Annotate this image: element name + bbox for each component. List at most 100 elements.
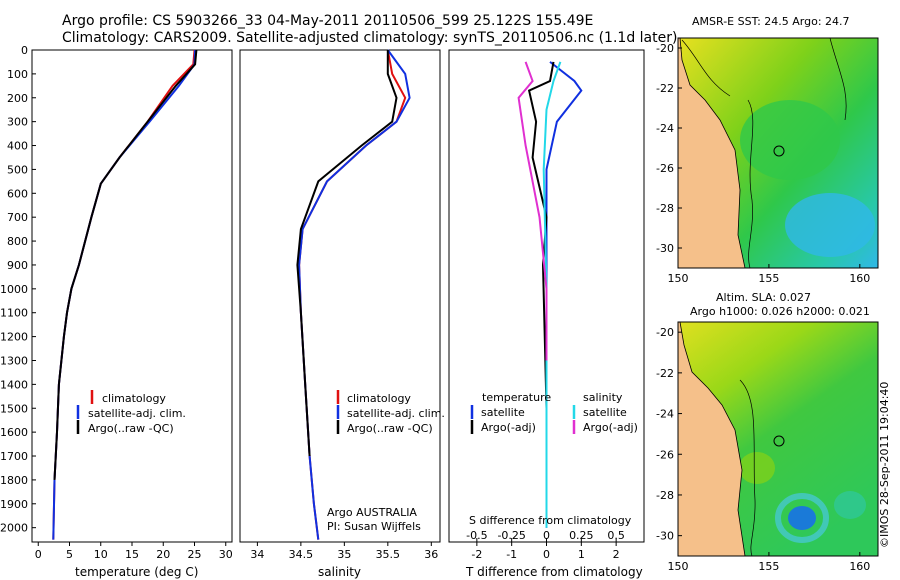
header-line-2: Climatology: CARS2009. Satellite-adjuste…	[62, 30, 677, 46]
x-tick-label: 0	[543, 548, 550, 561]
depth-tick-label: 1200	[0, 331, 28, 344]
lat-tick-label: -30	[656, 530, 674, 543]
legend-t-argo: Argo(-adj)	[481, 421, 536, 434]
series-satellite-adj-clim-	[298, 49, 411, 540]
x-tick-label: -2	[471, 548, 482, 561]
series-salinity-argo-adj-	[517, 61, 548, 361]
lat-tick-label: -24	[656, 122, 674, 135]
depth-tick-label: 2000	[0, 522, 28, 535]
x-tick-label: 5	[66, 548, 73, 561]
sla-yellow-patch	[739, 452, 775, 484]
legend-t-title: temperature	[482, 391, 551, 404]
legend-s-title: salinity	[583, 391, 623, 404]
sla-eddy-ring	[775, 493, 829, 543]
salinity-axes	[239, 49, 441, 543]
timestamp-stamp: ©IMOS 28-Sep-2011 19:04:40	[878, 381, 891, 548]
salinity-xlabel: salinity	[318, 565, 361, 579]
series-satellite-adj-clim-	[52, 49, 197, 540]
sla-bathymetry	[739, 379, 756, 556]
x-tick-label: 0	[35, 548, 42, 561]
legend-t-satellite: satellite	[481, 406, 525, 419]
sst-green-patch	[740, 100, 840, 180]
lon-tick-label: 150	[668, 560, 689, 573]
sst-float-marker	[773, 145, 785, 157]
depth-tick-label: 1800	[0, 474, 28, 487]
depth-tick-label: 800	[7, 235, 28, 248]
lat-tick-label: -24	[656, 408, 674, 421]
sla-float-marker	[773, 435, 785, 447]
lon-tick-label: 155	[758, 560, 779, 573]
temperature-axes	[31, 49, 233, 543]
difference-xlabel: T difference from climatology	[465, 565, 643, 579]
depth-tick-label: 0	[21, 44, 28, 57]
lat-tick-label: -28	[656, 489, 674, 502]
legend-climatology: climatology	[102, 392, 166, 405]
salinity-lines	[296, 49, 411, 540]
depth-tick-label: 300	[7, 116, 28, 129]
legend-satellite: satellite-adj. clim.	[88, 407, 186, 420]
depth-tick-label: 600	[7, 187, 28, 200]
salinity-note-program: Argo AUSTRALIA	[327, 506, 417, 519]
lon-tick-label: 155	[758, 272, 779, 285]
lat-tick-label: -28	[656, 202, 674, 215]
header-line-1: Argo profile: CS 5903266_33 04-May-2011 …	[62, 13, 593, 29]
depth-tick-label: 200	[7, 92, 28, 105]
series-temperature-argo-adj-	[527, 61, 555, 480]
depth-tick-label: 400	[7, 140, 28, 153]
legend-s-satellite: satellite	[583, 406, 627, 419]
x-tick-label: 15	[125, 548, 139, 561]
sst-land-australia	[678, 38, 746, 268]
depth-tick-label: 1000	[0, 283, 28, 296]
x-tick-label: 34	[250, 548, 264, 561]
difference-legend: temperature satellite Argo(-adj) salinit…	[470, 391, 638, 434]
sst-axes	[677, 37, 879, 269]
depth-tick-label: 1400	[0, 378, 28, 391]
sla-eddy-low	[788, 506, 816, 530]
lat-tick-label: -22	[656, 367, 674, 380]
depth-tick-label: 100	[7, 68, 28, 81]
x-tick-label: 36	[424, 548, 438, 561]
depth-tick-label: 1600	[0, 426, 28, 439]
legend-satellite: satellite-adj. clim.	[347, 407, 445, 420]
x-tick-label: 30	[219, 548, 233, 561]
depth-tick-label: 700	[7, 211, 28, 224]
salinity-panel: 34 34.5 35 35.5 36 salinity climatology sate…	[239, 49, 445, 579]
temperature-xlabel: temperature (deg C)	[75, 565, 198, 579]
x-tick-label: 35.5	[376, 548, 401, 561]
depth-tick-label: 1100	[0, 307, 28, 320]
x-tick-label: 25	[188, 548, 202, 561]
salinity-legend: climatology satellite-adj. clim. Argo(..…	[336, 390, 445, 435]
x-tick-label: -0.25	[497, 529, 525, 542]
x-tick-label: 0	[543, 529, 550, 542]
lat-tick-label: -26	[656, 162, 674, 175]
lat-tick-label: -20	[656, 326, 674, 339]
difference-panel: -2 -1 0 1 2 -0.5 -0.25 0 0.25 0.5 S difference fr…	[448, 49, 645, 579]
sst-bathymetry-east	[829, 38, 847, 121]
lat-tick-label: -22	[656, 82, 674, 95]
legend-argo: Argo(..raw -QC)	[347, 422, 433, 435]
series-argo-raw-qc-	[296, 50, 398, 457]
salinity-note-pi: PI: Susan Wijffels	[327, 520, 421, 533]
sla-axes	[677, 321, 879, 557]
x-tick-label: 10	[94, 548, 108, 561]
lon-tick-label: 160	[849, 560, 870, 573]
lat-tick-label: -20	[656, 42, 674, 55]
legend-s-argo: Argo(-adj)	[583, 421, 638, 434]
depth-axis: 0 100 200 300 400 500 600 700 800 900 1000 1100 1200…	[0, 44, 36, 535]
depth-tick-label: 1300	[0, 354, 28, 367]
difference-lines	[517, 61, 583, 528]
depth-tick-label: 500	[7, 163, 28, 176]
x-tick-label: 2	[613, 548, 620, 561]
series-climatology	[52, 49, 196, 540]
x-tick-label: 1	[578, 548, 585, 561]
sst-map-title: AMSR-E SST: 24.5 Argo: 24.7	[692, 15, 850, 28]
temperature-legend: climatology satellite-adj. clim. Argo(..…	[76, 390, 186, 435]
sst-cool-patch	[785, 193, 875, 257]
sla-map-title-2: Argo h1000: 0.026 h2000: 0.021	[690, 305, 870, 318]
x-tick-label: 20	[156, 548, 170, 561]
sla-teal-patch	[834, 491, 866, 519]
x-tick-label: -0.5	[466, 529, 487, 542]
sla-map: Altim. SLA: 0.027 Argo h1000: 0.026 h200…	[656, 291, 879, 573]
depth-tick-label: 900	[7, 259, 28, 272]
